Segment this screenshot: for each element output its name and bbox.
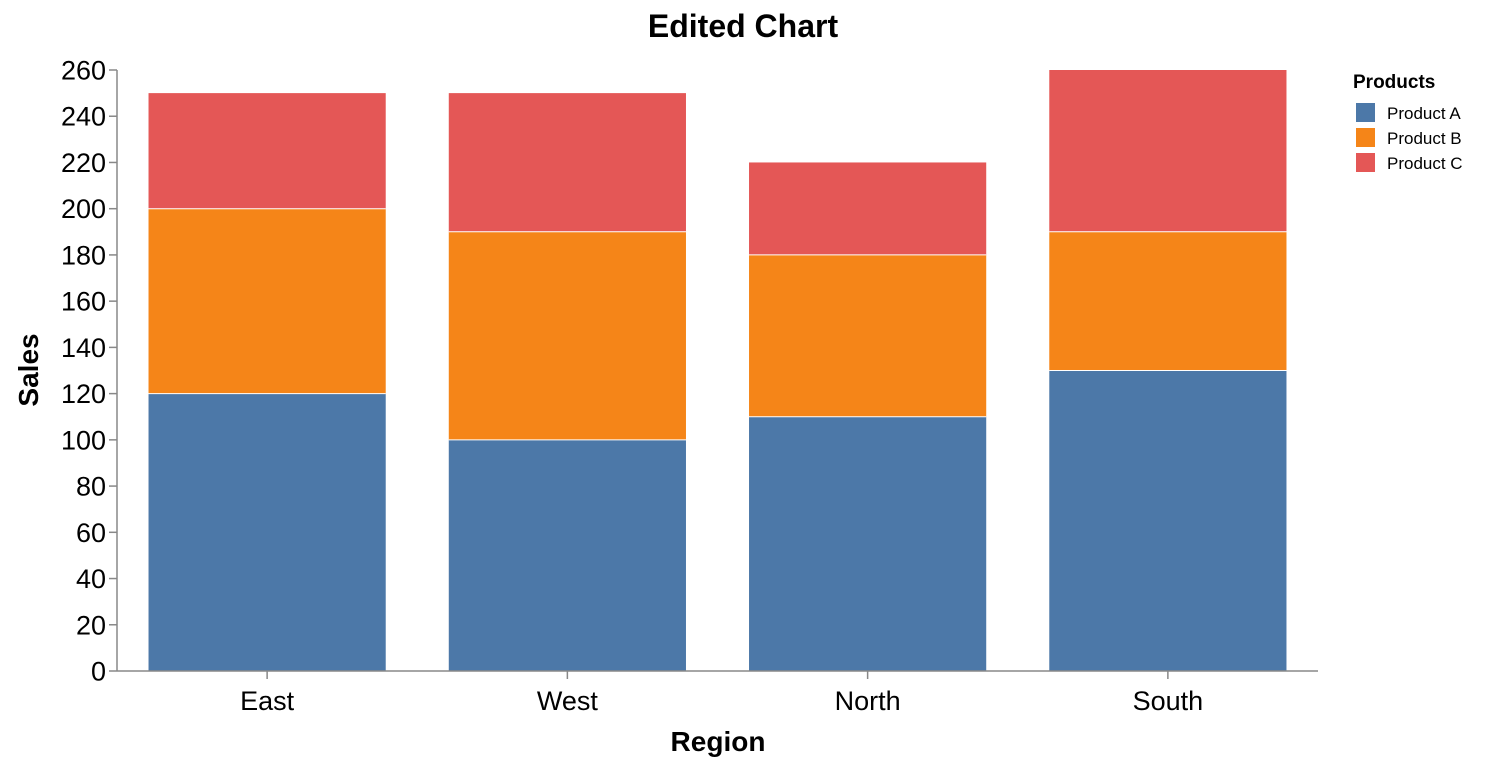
legend-swatch-product-c <box>1356 153 1375 172</box>
x-tick-label-north: North <box>835 686 901 716</box>
bar-east-product-a <box>148 393 386 671</box>
bar-east-product-b <box>148 208 386 394</box>
bar-south-product-b <box>1049 231 1287 371</box>
y-tick-label: 120 <box>61 379 106 409</box>
legend: Products Product A Product B Product C <box>1353 72 1463 173</box>
y-tick-label: 100 <box>61 425 106 455</box>
x-tick-label-west: West <box>537 686 599 716</box>
x-axis: East West North South <box>117 670 1318 716</box>
x-axis-title: Region <box>671 726 766 757</box>
y-tick-label: 80 <box>76 472 106 502</box>
bars-group <box>148 70 1287 671</box>
y-axis: 0 20 40 60 80 100 120 140 160 180 200 220 240 260 <box>61 56 118 687</box>
bar-north-product-c <box>749 162 987 255</box>
bar-east-product-c <box>148 93 386 209</box>
y-tick-label: 60 <box>76 518 106 548</box>
x-tick-label-south: South <box>1133 686 1204 716</box>
y-tick-label: 220 <box>61 148 106 178</box>
bar-south-product-a <box>1049 370 1287 671</box>
chart-title: Edited Chart <box>648 8 839 44</box>
legend-label: Product B <box>1387 129 1462 148</box>
legend-label: Product C <box>1387 154 1463 173</box>
bar-west-product-a <box>448 439 686 671</box>
bar-north-product-a <box>749 416 987 671</box>
y-tick-label: 0 <box>91 657 106 687</box>
y-axis-title: Sales <box>13 333 44 406</box>
y-tick-label: 180 <box>61 240 106 270</box>
y-tick-label: 160 <box>61 287 106 317</box>
legend-title: Products <box>1353 72 1435 93</box>
y-tick-label: 20 <box>76 610 106 640</box>
legend-swatch-product-a <box>1356 103 1375 122</box>
y-tick-label: 240 <box>61 102 106 132</box>
bar-west-product-b <box>448 231 686 440</box>
legend-label: Product A <box>1387 104 1461 123</box>
legend-swatch-product-b <box>1356 128 1375 147</box>
bar-west-product-c <box>448 93 686 232</box>
y-tick-label: 40 <box>76 564 106 594</box>
x-tick-label-east: East <box>240 686 295 716</box>
y-tick-label: 260 <box>61 56 106 86</box>
bar-south-product-c <box>1049 70 1287 232</box>
bar-north-product-b <box>749 254 987 417</box>
y-tick-label: 200 <box>61 194 106 224</box>
y-tick-label: 140 <box>61 333 106 363</box>
